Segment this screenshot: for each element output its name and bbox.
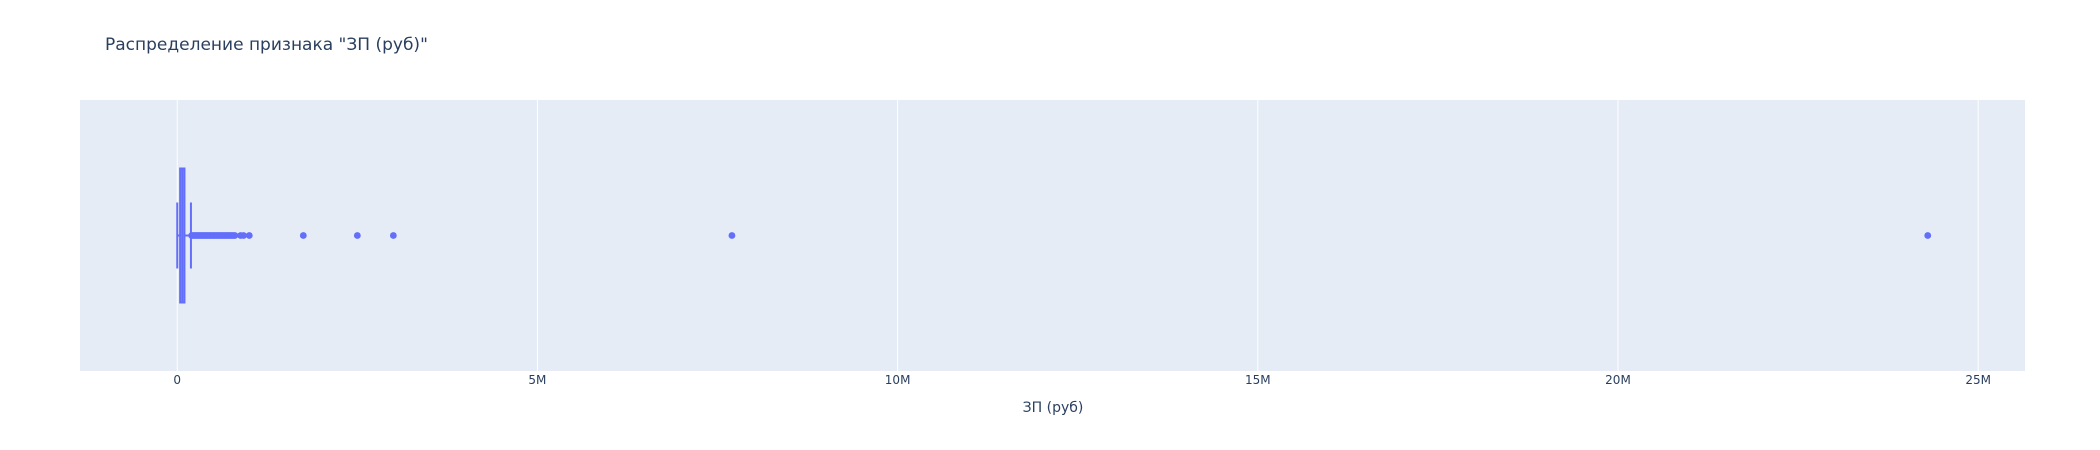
x-tick-label: 5M bbox=[528, 373, 546, 387]
x-tick-label: 15M bbox=[1245, 373, 1271, 387]
x-tick-label: 25M bbox=[1965, 373, 1991, 387]
outlier-point bbox=[245, 232, 253, 239]
outlier-point bbox=[728, 232, 736, 239]
x-axis-label: ЗП (руб) bbox=[1023, 400, 1084, 416]
outlier-point bbox=[353, 232, 361, 239]
x-tick-label: 0 bbox=[173, 373, 181, 387]
plot-area-background bbox=[80, 100, 2025, 371]
outlier-points bbox=[188, 232, 1932, 239]
outlier-point bbox=[299, 232, 307, 239]
outlier-point bbox=[240, 232, 247, 239]
x-tick-label: 10M bbox=[885, 373, 911, 387]
chart-title: Распределение признака "ЗП (руб)" bbox=[105, 35, 428, 55]
box-trace bbox=[176, 167, 192, 304]
x-tick-label: 20M bbox=[1605, 373, 1631, 387]
grid-lines bbox=[176, 100, 1979, 371]
outlier-point bbox=[389, 232, 397, 239]
x-axis-ticks: 0 5M 10M 15M 20M 25M bbox=[173, 373, 1991, 387]
outlier-point bbox=[1924, 232, 1932, 239]
outlier-point bbox=[231, 232, 239, 239]
